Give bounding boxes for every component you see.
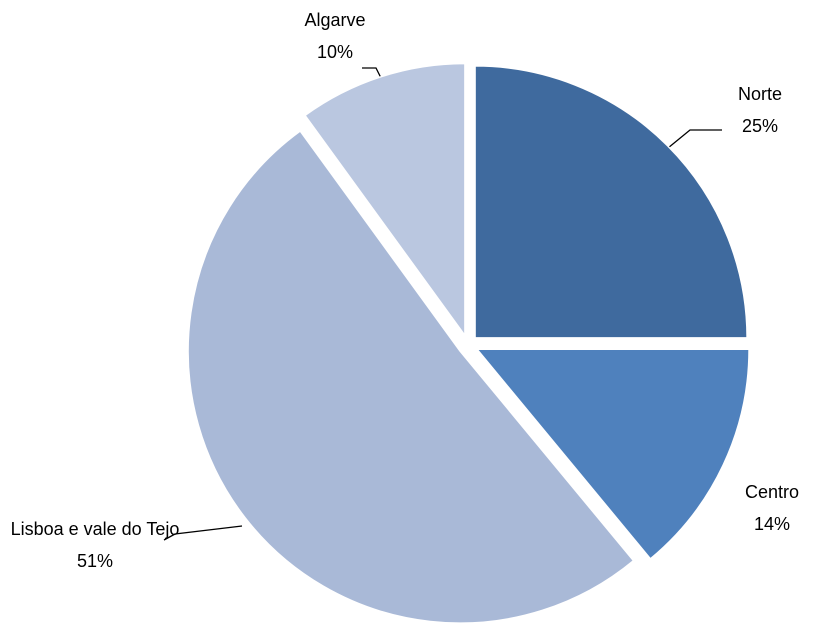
value-label: 51%	[76, 551, 114, 571]
pie-slice	[474, 65, 748, 339]
pie-slice	[187, 130, 635, 624]
pie-slice	[303, 62, 466, 338]
category-label: Norte	[737, 84, 782, 104]
value-label: 25%	[741, 116, 779, 136]
leader-line	[667, 129, 722, 149]
value-label: 10%	[316, 42, 354, 62]
category-label: Algarve	[304, 10, 366, 30]
category-label: Lisboa e vale do Tejo	[10, 519, 180, 539]
slice-label: Algarve 10%	[280, 4, 390, 68]
category-label: Centro	[744, 482, 800, 502]
leader-line	[362, 67, 383, 81]
slice-label: Lisboa e vale do Tejo 51%	[10, 513, 180, 577]
leader-line	[163, 525, 243, 541]
slice-label: Centro 14%	[722, 476, 816, 540]
pie-slice	[475, 348, 750, 560]
value-label: 14%	[753, 514, 791, 534]
slice-label: Norte 25%	[715, 78, 805, 142]
